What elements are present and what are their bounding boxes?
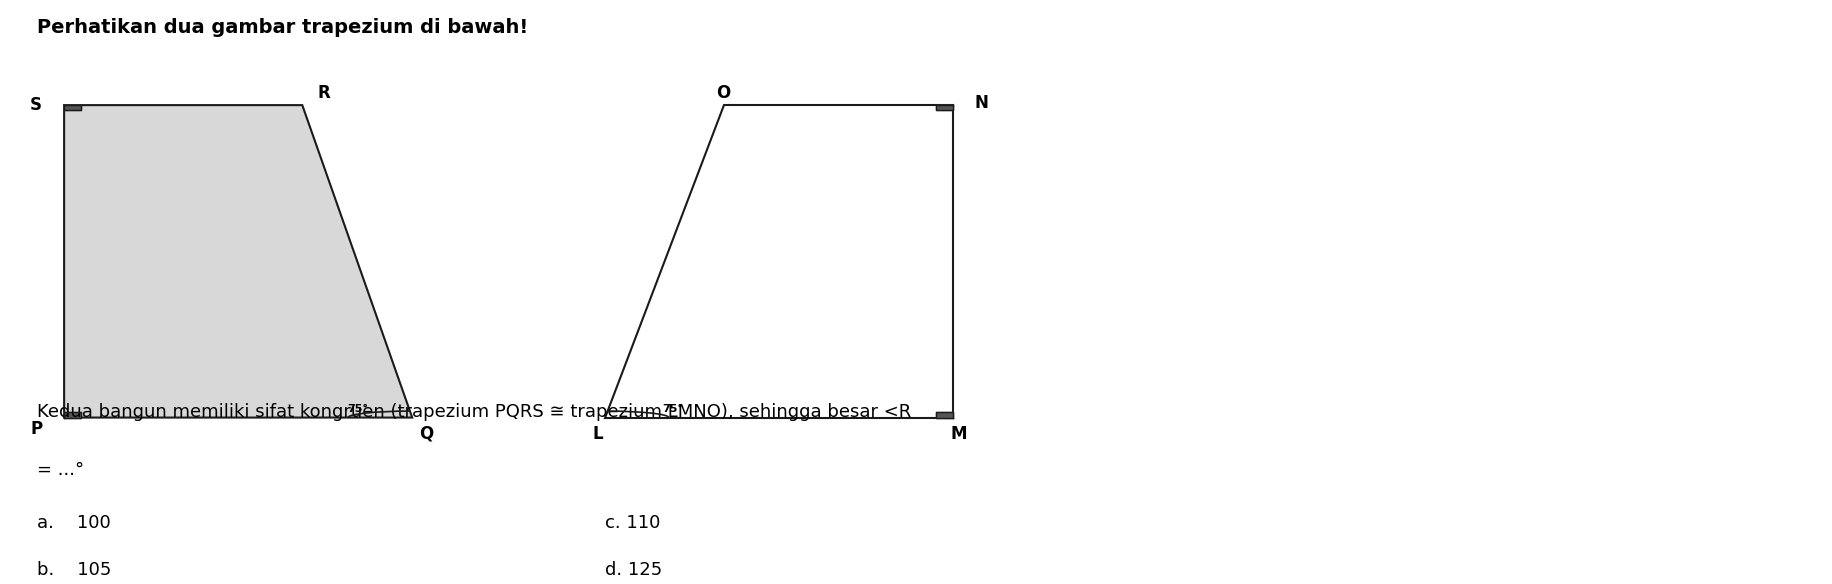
Text: N: N (975, 94, 989, 112)
Text: O: O (716, 84, 731, 102)
Text: R: R (319, 84, 330, 102)
Polygon shape (64, 105, 81, 110)
Text: = ...°: = ...° (37, 461, 84, 479)
Polygon shape (936, 105, 953, 110)
Text: M: M (951, 425, 967, 443)
Text: 75°: 75° (663, 404, 683, 413)
Polygon shape (605, 105, 953, 418)
Text: c. 110: c. 110 (605, 514, 660, 532)
Polygon shape (936, 412, 953, 418)
Text: a.    100: a. 100 (37, 514, 110, 532)
Text: Kedua bangun memiliki sifat kongruen (trapezium PQRS ≅ trapezium LMNO), sehingga: Kedua bangun memiliki sifat kongruen (tr… (37, 403, 911, 421)
Text: S: S (29, 96, 42, 114)
Polygon shape (64, 412, 81, 418)
Text: Q: Q (420, 425, 432, 443)
Text: d. 125: d. 125 (605, 561, 661, 579)
Text: 75°: 75° (348, 404, 368, 414)
Polygon shape (64, 105, 412, 418)
Text: b.    105: b. 105 (37, 561, 112, 579)
Text: Perhatikan dua gambar trapezium di bawah!: Perhatikan dua gambar trapezium di bawah… (37, 18, 528, 37)
Text: L: L (594, 425, 603, 443)
Text: P: P (29, 420, 42, 437)
